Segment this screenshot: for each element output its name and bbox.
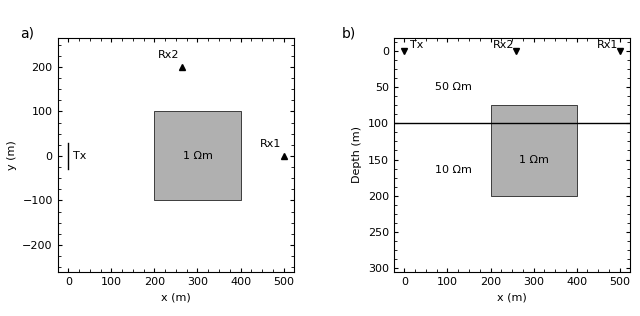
Text: a): a)	[20, 26, 34, 40]
Text: Tx: Tx	[73, 151, 86, 161]
Text: Rx1: Rx1	[596, 40, 618, 50]
Bar	[490, 105, 577, 196]
Text: b): b)	[342, 26, 356, 40]
Text: 50 Ωm: 50 Ωm	[435, 82, 472, 92]
Text: 10 Ωm: 10 Ωm	[435, 165, 472, 175]
Text: Rx1: Rx1	[260, 139, 281, 149]
Y-axis label: y (m): y (m)	[6, 140, 17, 170]
Text: Rx2: Rx2	[158, 50, 180, 60]
Text: 1 Ωm: 1 Ωm	[182, 151, 212, 161]
X-axis label: x (m): x (m)	[161, 292, 191, 302]
Text: 1 Ωm: 1 Ωm	[518, 155, 548, 165]
Text: Tx: Tx	[410, 40, 423, 50]
Bar	[154, 112, 241, 200]
Text: Rx2: Rx2	[493, 40, 515, 50]
Y-axis label: Depth (m): Depth (m)	[352, 126, 362, 183]
X-axis label: x (m): x (m)	[497, 292, 527, 302]
